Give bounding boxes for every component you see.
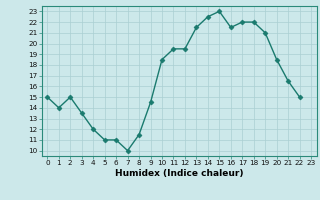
- X-axis label: Humidex (Indice chaleur): Humidex (Indice chaleur): [115, 169, 244, 178]
